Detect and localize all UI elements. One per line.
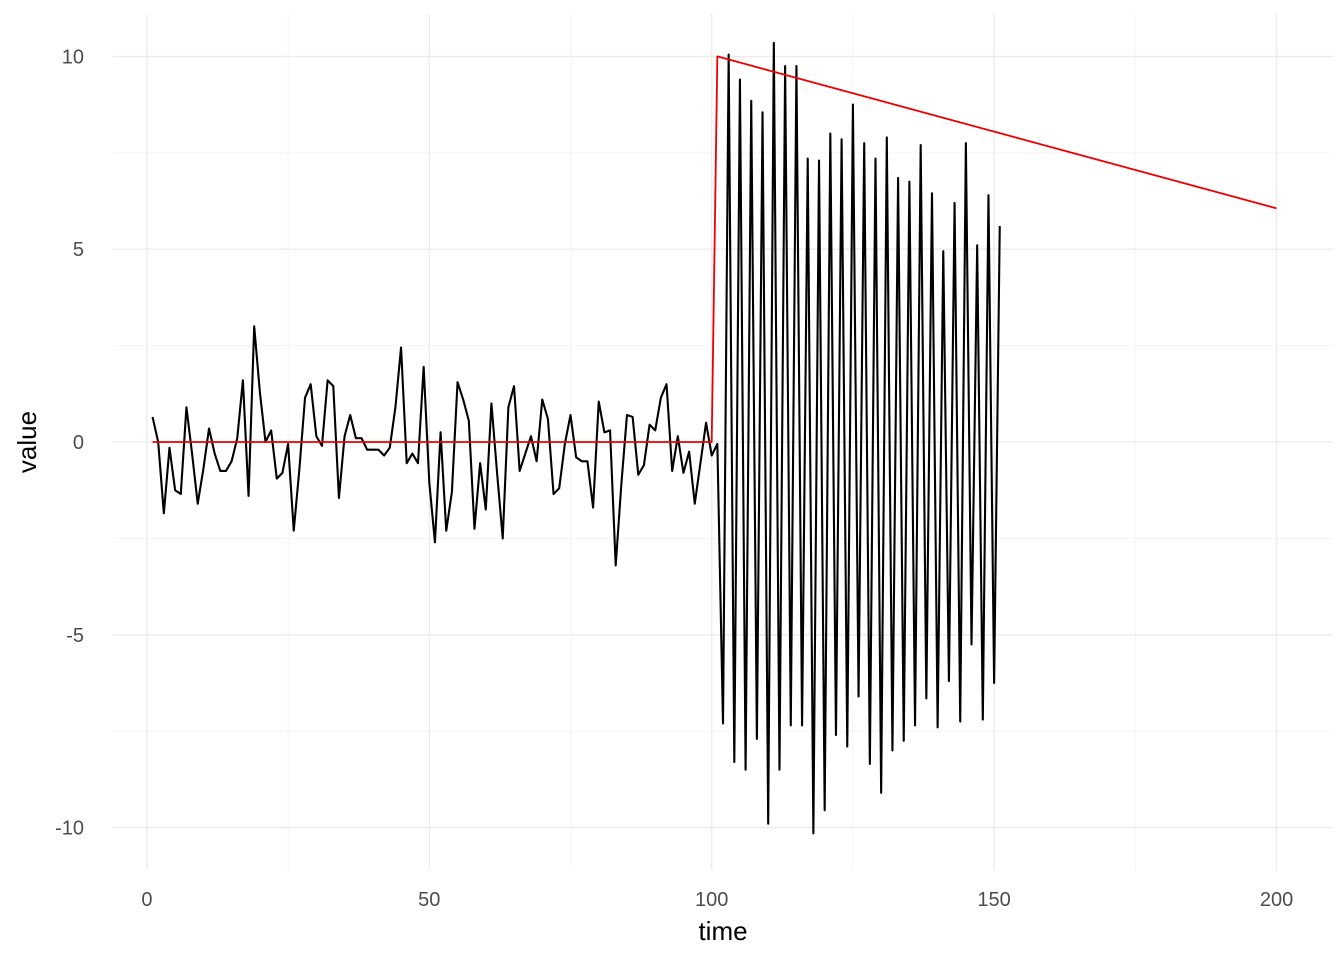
y-tick-label: 0 xyxy=(73,432,84,454)
x-tick-label: 200 xyxy=(1260,889,1293,911)
gridlines xyxy=(113,14,1333,870)
y-tick-label: -10 xyxy=(55,818,84,840)
y-tick-label: 10 xyxy=(62,46,84,68)
y-tick-label: 5 xyxy=(73,239,84,261)
x-tick-label: 150 xyxy=(977,889,1010,911)
x-axis-ticks: 0 50 100 150 200 xyxy=(141,889,1293,911)
x-tick-label: 50 xyxy=(418,889,440,911)
x-tick-label: 0 xyxy=(141,889,152,911)
x-axis-title: time xyxy=(698,916,747,946)
series-line-1 xyxy=(151,41,1001,835)
series-lines xyxy=(151,41,1277,835)
y-axis-ticks: -10 -5 0 5 10 xyxy=(55,46,84,839)
series-line-2 xyxy=(152,55,1277,443)
x-tick-label: 100 xyxy=(695,889,728,911)
y-tick-label: -5 xyxy=(66,625,84,647)
y-axis-title: value xyxy=(12,411,42,473)
